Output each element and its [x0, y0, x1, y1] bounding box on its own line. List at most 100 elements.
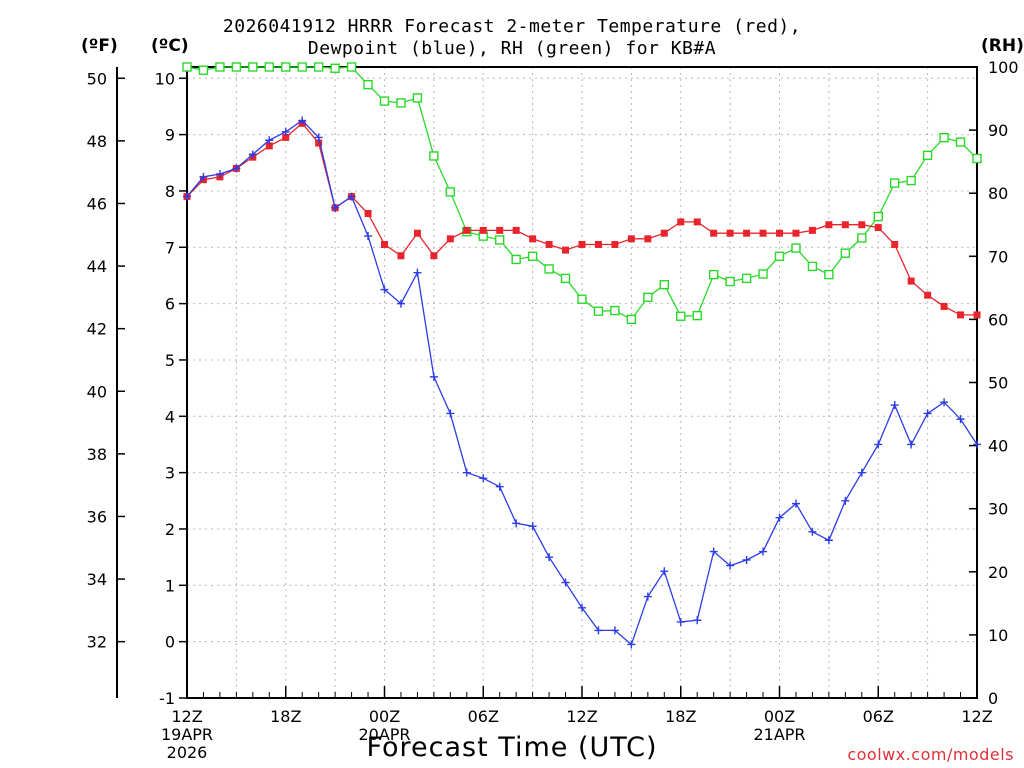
rh-point: [676, 311, 686, 321]
rh-point: [231, 62, 242, 72]
dewpoint-point: [429, 372, 438, 381]
dewpoint-series: [183, 116, 981, 649]
x-tick-label: 20APR: [358, 725, 410, 744]
dewpoint-point: [742, 555, 751, 564]
dewpoint-point: [759, 547, 768, 556]
chart-title-line-1: 2026041912 HRRR Forecast 2-meter Tempera…: [222, 16, 802, 37]
temperature-point: [381, 240, 388, 248]
dewpoint-point: [248, 150, 257, 159]
rh-point: [922, 150, 933, 161]
dewpoint-point: [907, 440, 916, 449]
dewpoint-point: [413, 268, 422, 277]
dewpoint-point: [199, 172, 208, 181]
rh-point: [725, 276, 735, 287]
celsius-tick-label: 6: [165, 295, 175, 314]
dewpoint-point: [298, 116, 307, 125]
temperature-point: [677, 218, 685, 226]
rh-point: [248, 62, 258, 72]
dewpoint-point: [643, 592, 652, 601]
rh-point: [659, 279, 669, 290]
temperature-point: [759, 229, 767, 237]
x-tick-label: 2026: [167, 743, 208, 762]
celsius-unit-label: (ºC): [151, 36, 189, 56]
temperature-point: [512, 226, 520, 234]
dewpoint-point: [627, 640, 636, 649]
credit-link[interactable]: coolwx.com/models: [847, 745, 1014, 764]
rh-point: [198, 65, 209, 75]
fahrenheit-tick-label: 34: [87, 570, 107, 589]
dewpoint-point: [890, 401, 899, 410]
x-tick-label: 21APR: [753, 725, 805, 744]
dewpoint-point: [232, 164, 241, 173]
x-tick-label: 18Z: [270, 707, 301, 726]
rh-point: [511, 254, 521, 265]
dewpoint-point: [594, 626, 603, 635]
rh-point: [774, 251, 785, 262]
temperature-point: [660, 229, 668, 237]
rh-point: [313, 62, 324, 72]
dewpoint-point: [314, 133, 323, 142]
tick-labels: -101234567891032343638404244464850010203…: [87, 58, 1019, 762]
dewpoint-point: [446, 409, 455, 418]
dewpoint-point: [331, 203, 340, 212]
dewpoint-point: [396, 299, 405, 308]
temperature-point: [627, 235, 635, 243]
dewpoint-point: [281, 127, 290, 136]
plot-frame: [186, 66, 978, 699]
rh-tick-label: 30: [988, 500, 1008, 519]
temperature-point: [874, 224, 882, 232]
fahrenheit-tick-label: 46: [87, 194, 107, 213]
celsius-tick-label: 4: [165, 407, 175, 426]
dewpoint-point: [940, 398, 949, 407]
rh-point: [593, 306, 604, 316]
temperature-point: [562, 246, 570, 254]
temperature-point: [265, 142, 273, 150]
temperature-point: [957, 311, 965, 319]
dewpoint-point: [380, 285, 389, 294]
rh-tick-label: 100: [988, 58, 1019, 77]
temperature-point: [578, 240, 586, 248]
dewpoint-point: [956, 415, 965, 424]
rh-point: [182, 62, 192, 72]
fahrenheit-tick-label: 32: [87, 633, 107, 652]
x-tick-label: 06Z: [468, 707, 499, 726]
temperature-point: [282, 133, 290, 141]
rh-tick-label: 70: [988, 247, 1008, 266]
temperature-point: [430, 252, 438, 260]
rh-point: [758, 269, 768, 279]
fahrenheit-tick-label: 42: [87, 320, 107, 339]
chart-title-line-2: Dewpoint (blue), RH (green) for KB#A: [307, 38, 717, 59]
rh-point: [906, 175, 916, 186]
rh-point: [939, 132, 949, 143]
rh-point: [330, 63, 340, 73]
rh-point: [412, 93, 423, 103]
rh-unit-label: (RH): [981, 36, 1024, 56]
dewpoint-point: [841, 496, 850, 505]
x-tick-label: 12Z: [171, 707, 202, 726]
rh-tick-label: 20: [988, 563, 1008, 582]
rh-point: [741, 273, 752, 284]
rh-point: [346, 62, 357, 72]
rh-point: [429, 151, 439, 161]
x-tick-label: 18Z: [665, 707, 696, 726]
rh-tick-label: 90: [988, 121, 1008, 140]
rh-point: [643, 292, 653, 303]
x-tick-label: 00Z: [369, 707, 400, 726]
dewpoint-point: [545, 553, 554, 562]
temperature-point: [891, 240, 899, 248]
x-tick-label: 12Z: [961, 707, 992, 726]
temperature-point: [594, 240, 602, 248]
temperature-point: [446, 235, 454, 243]
temperature-series: [183, 119, 981, 319]
dewpoint-point: [561, 578, 570, 587]
celsius-tick-label: -1: [159, 689, 175, 708]
rh-point: [445, 187, 456, 197]
rh-point: [363, 79, 373, 90]
celsius-tick-label: 7: [165, 238, 175, 257]
rh-point: [692, 310, 702, 321]
dewpoint-point: [775, 513, 784, 522]
rh-point: [824, 269, 834, 280]
dewpoint-point: [528, 522, 537, 531]
grid-lines: [187, 67, 977, 698]
